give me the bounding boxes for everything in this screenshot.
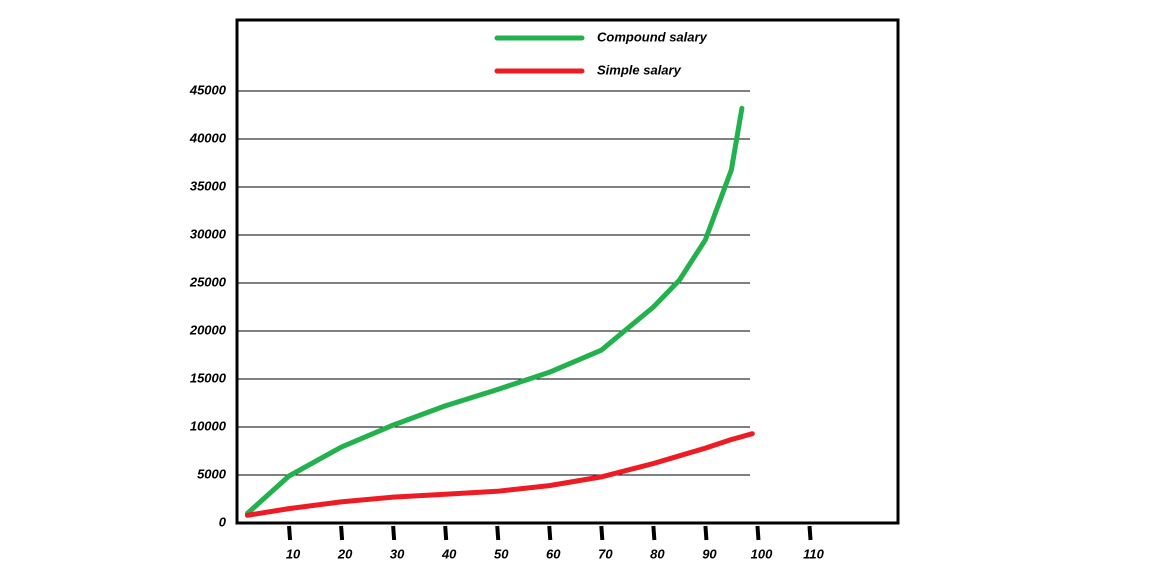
y-tick-label: 40000 [189, 130, 227, 145]
x-tick-mark [547, 525, 553, 541]
x-tick-label: 50 [494, 546, 509, 561]
y-tick-label: 15000 [190, 370, 227, 385]
x-tick-label: 80 [650, 546, 665, 561]
y-tick-label: 10000 [190, 418, 227, 433]
x-tick-label: 40 [441, 546, 457, 561]
y-tick-label: 25000 [189, 274, 227, 289]
x-tick-mark [391, 525, 397, 541]
x-tick-mark [651, 525, 657, 541]
x-tick-mark [807, 525, 813, 541]
series-line [244, 431, 755, 518]
y-tick-label: 0 [219, 514, 227, 529]
x-tick-label: 100 [751, 546, 773, 561]
x-tick-label: 10 [286, 546, 301, 561]
x-tick-mark [443, 525, 449, 541]
x-tick-mark [339, 525, 345, 541]
x-tick-mark [599, 525, 605, 541]
y-tick-label: 5000 [197, 466, 227, 481]
x-tick-label: 20 [337, 546, 353, 561]
series-line [244, 105, 745, 516]
x-tick-label: 30 [390, 546, 405, 561]
y-tick-label: 30000 [190, 226, 227, 241]
x-tick-label: 70 [598, 546, 613, 561]
legend-label: Simple salary [597, 62, 682, 77]
y-tick-label: 20000 [189, 322, 227, 337]
x-tick-mark [703, 525, 709, 541]
x-tick-mark [495, 525, 501, 541]
y-tick-label: 45000 [189, 82, 227, 97]
x-tick-mark [755, 525, 761, 541]
x-tick-label: 60 [546, 546, 561, 561]
legend-label: Compound salary [597, 29, 708, 44]
x-tick-label: 110 [803, 546, 824, 561]
x-tick-label: 90 [702, 546, 717, 561]
y-tick-label: 35000 [190, 178, 227, 193]
x-tick-mark [287, 525, 293, 541]
